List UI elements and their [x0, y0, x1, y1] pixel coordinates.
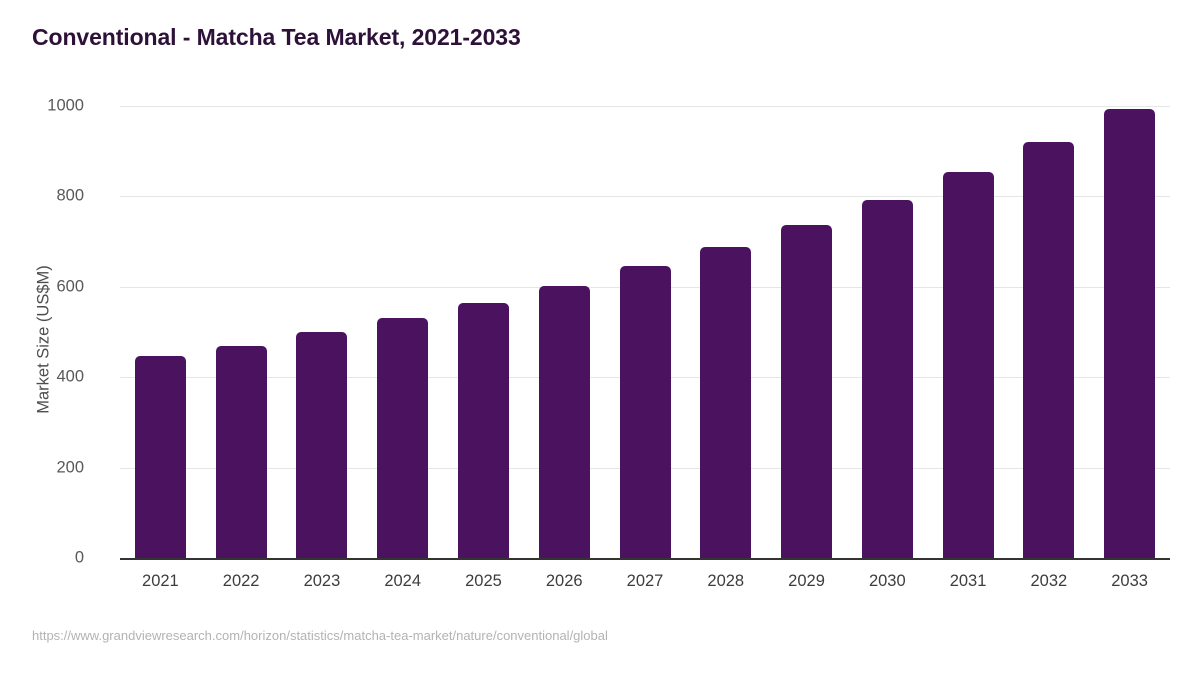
- x-axis-tick-label: 2033: [1111, 572, 1148, 590]
- x-axis-tick-label: 2025: [465, 572, 502, 590]
- bar[interactable]: [861, 200, 913, 558]
- y-axis-tick-label: 1000: [47, 96, 84, 115]
- bar[interactable]: [619, 266, 671, 558]
- bar[interactable]: [1023, 142, 1075, 558]
- page-title: Conventional - Matcha Tea Market, 2021-2…: [32, 24, 521, 50]
- bar[interactable]: [296, 332, 348, 558]
- bar[interactable]: [942, 172, 994, 558]
- x-axis-tick-label: 2024: [384, 572, 422, 590]
- bar[interactable]: [457, 303, 509, 558]
- x-axis-tick-label: 2030: [868, 572, 906, 590]
- bar[interactable]: [134, 355, 186, 558]
- x-axis-line: [120, 558, 1170, 560]
- x-axis-tick-label: 2031: [949, 572, 987, 590]
- x-axis-tick-label: 2022: [222, 572, 260, 590]
- bar[interactable]: [215, 345, 267, 558]
- plot-area: 0 200 400 600 800 1000 2021 2022 2023 2024 2025 20…: [47, 97, 1170, 590]
- x-axis-tick-label: 2023: [303, 572, 341, 590]
- bar[interactable]: [700, 247, 752, 558]
- bar[interactable]: [1104, 109, 1156, 558]
- y-axis-tick-label: 600: [56, 277, 84, 296]
- gridline: [120, 106, 1170, 107]
- bars-group: [120, 106, 1170, 558]
- x-axis-tick-label: 2021: [142, 572, 179, 590]
- bar[interactable]: [377, 318, 429, 558]
- y-axis-tick-label: 800: [56, 186, 84, 205]
- bar[interactable]: [781, 224, 833, 558]
- y-axis-tick-label: 0: [74, 548, 84, 567]
- x-axis-tick-label: 2032: [1030, 572, 1068, 590]
- y-axis-tick-label: 400: [56, 367, 84, 386]
- gridline: [120, 196, 1170, 198]
- source-url[interactable]: https://www.grandviewresearch.com/horizo…: [32, 628, 608, 643]
- bar[interactable]: [538, 286, 590, 558]
- x-axis-tick-label: 2029: [788, 572, 825, 590]
- x-axis-tick-label: 2028: [707, 572, 745, 590]
- y-axis-tick-label: 200: [56, 458, 84, 477]
- x-axis-tick-label: 2026: [545, 572, 583, 590]
- x-axis-tick-label: 2027: [626, 572, 664, 590]
